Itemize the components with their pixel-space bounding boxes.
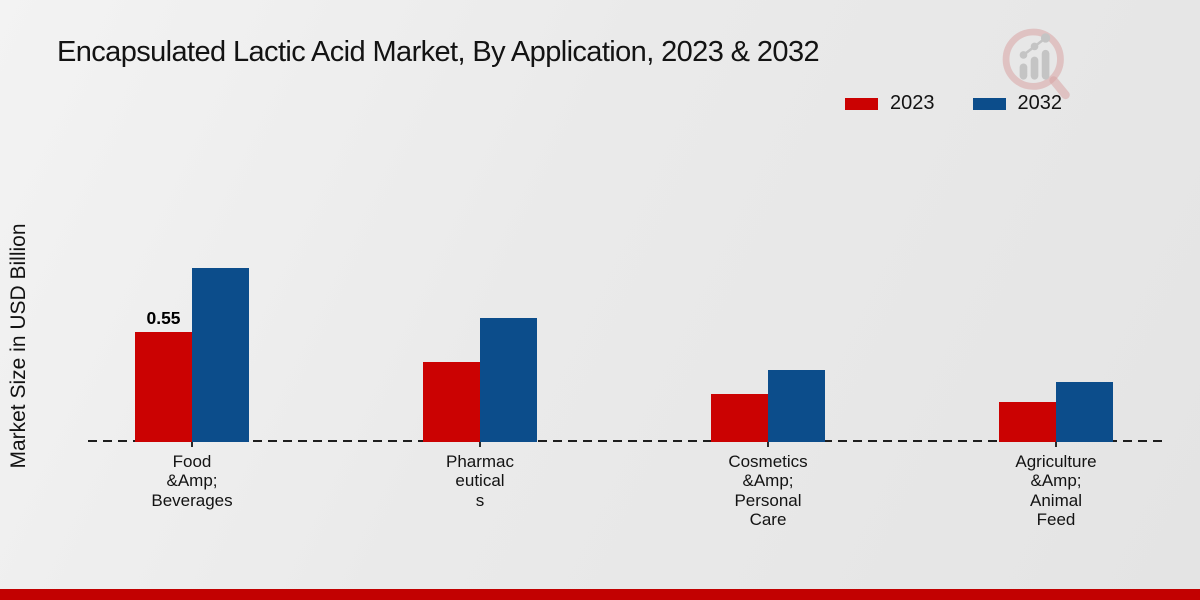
legend-label-2032: 2032 <box>1017 92 1063 114</box>
magnifier-bar-chart-logo <box>1002 28 1070 100</box>
bar-group-1: 0.55 Food &Amp; Beverages <box>135 268 249 510</box>
x-axis-baseline <box>88 440 1163 442</box>
bar-2023-1: 0.55 <box>135 308 192 442</box>
bar-group-4: Agriculture &Amp; Animal Feed <box>999 382 1113 529</box>
magnifier-ring <box>1002 28 1064 90</box>
bar-2032-4 <box>1056 382 1113 442</box>
legend-item-2023: 2023 <box>845 92 935 115</box>
logo-trend-dots <box>1019 33 1051 59</box>
legend-swatch-2032 <box>972 97 1006 110</box>
category-label-1: Food &Amp; Beverages <box>151 452 233 510</box>
category-label-4: Agriculture &Amp; Animal Feed <box>1015 452 1097 530</box>
x-axis-tick <box>767 442 769 447</box>
chart-title: Encapsulated Lactic Acid Market, By Appl… <box>57 36 820 68</box>
bars <box>999 382 1113 442</box>
legend: 2023 2032 <box>845 92 1062 115</box>
y-axis-label: Market Size in USD Billion <box>7 223 30 469</box>
bar-value-label: 0.55 <box>146 308 181 328</box>
legend-label-2023: 2023 <box>890 92 935 114</box>
logo-bars <box>1019 49 1050 80</box>
legend-item-2032: 2032 <box>972 92 1063 115</box>
bars: 0.55 <box>135 268 249 442</box>
bar-2023-2 <box>423 362 480 442</box>
category-label-3: Cosmetics &Amp; Personal Care <box>728 452 808 530</box>
x-axis-tick <box>191 442 193 447</box>
bars <box>423 318 537 442</box>
bar-2032-3 <box>768 370 825 442</box>
footer-accent-bar <box>0 589 1200 600</box>
bar-2023-3 <box>711 394 768 442</box>
bars <box>711 370 825 442</box>
bar-2032-2 <box>480 318 537 442</box>
bar-group-3: Cosmetics &Amp; Personal Care <box>711 370 825 529</box>
bar-2023-4 <box>999 402 1056 442</box>
legend-swatch-2023 <box>845 97 878 110</box>
bar-group-2: Pharmac eutical s <box>423 318 537 510</box>
bar-2032-1 <box>192 268 249 442</box>
magnifier-handle <box>1049 76 1070 100</box>
x-axis-tick <box>479 442 481 447</box>
category-label-2: Pharmac eutical s <box>445 452 515 510</box>
x-axis-tick <box>1055 442 1057 447</box>
